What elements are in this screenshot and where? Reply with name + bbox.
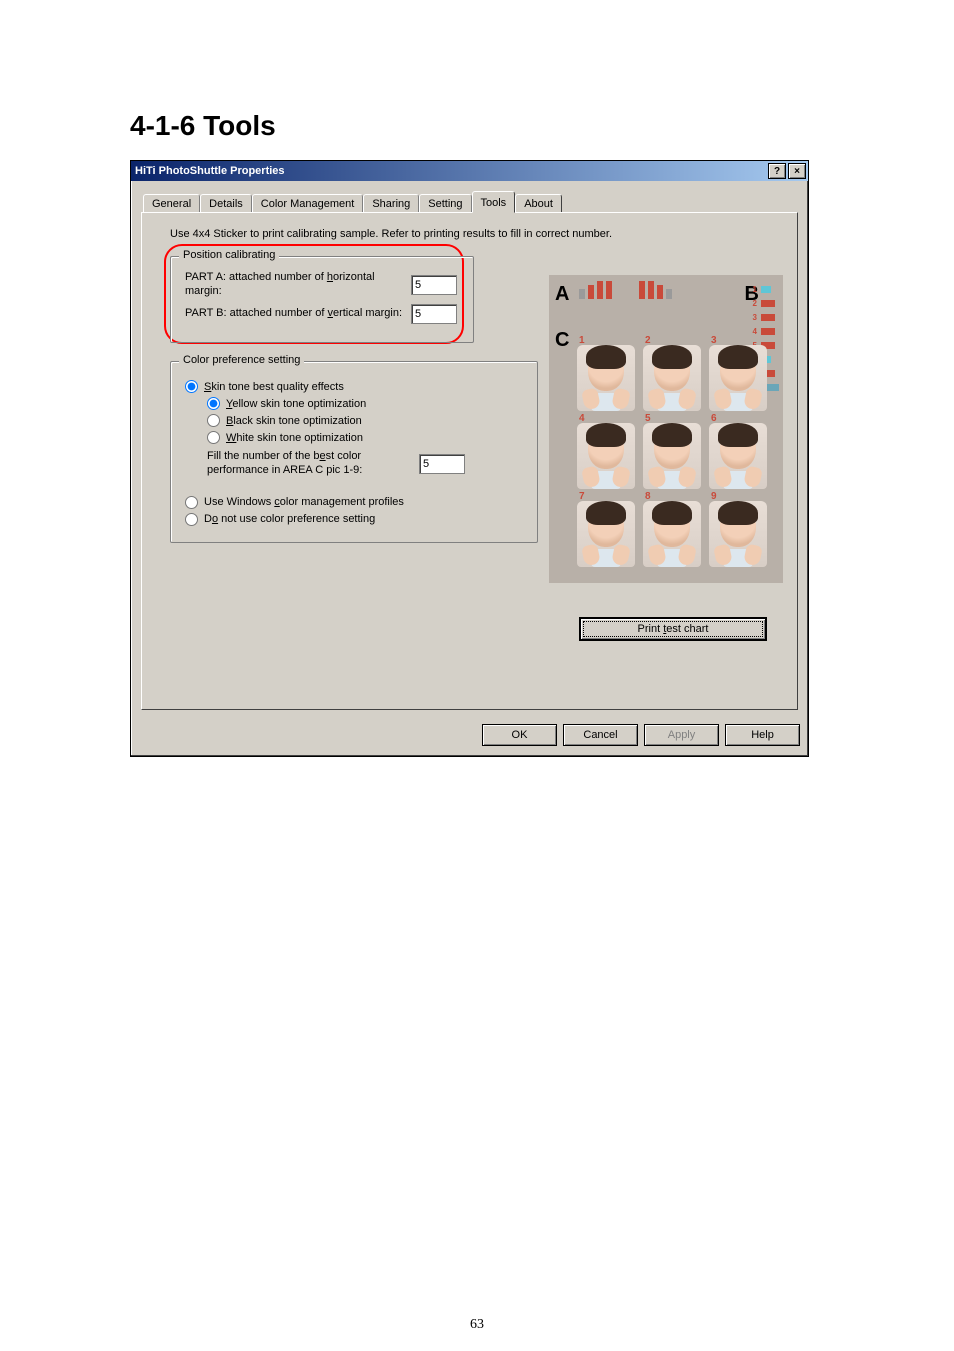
instruction-text: Use 4x4 Sticker to print calibrating sam… — [170, 227, 650, 242]
yellow-skin-label: Yellow skin tone optimization — [226, 398, 366, 410]
dialog-footer: OK Cancel Apply Help — [131, 718, 808, 756]
part-b-label: PART B: attached number of vertical marg… — [185, 307, 405, 321]
black-skin-radio[interactable] — [207, 414, 220, 427]
print-test-chart-button[interactable]: Print test chart — [579, 617, 767, 641]
properties-dialog: HiTi PhotoShuttle Properties ? × General… — [130, 160, 809, 757]
use-windows-cm-radio[interactable] — [185, 496, 198, 509]
help-icon[interactable]: ? — [768, 163, 786, 179]
tab-about[interactable]: About — [515, 194, 562, 213]
position-group-legend: Position calibrating — [179, 249, 279, 261]
skin-tone-radio[interactable] — [185, 380, 198, 393]
yellow-skin-radio[interactable] — [207, 397, 220, 410]
color-group-legend: Color preference setting — [179, 354, 304, 366]
tab-details[interactable]: Details — [200, 194, 252, 213]
close-icon[interactable]: × — [788, 163, 806, 179]
preview-bars-a1 — [579, 281, 612, 299]
titlebar: HiTi PhotoShuttle Properties ? × — [131, 161, 808, 181]
position-calibrating-group: Position calibrating PART A: attached nu… — [170, 256, 474, 344]
part-a-input[interactable] — [411, 275, 457, 295]
preview-label-c: C — [555, 329, 569, 352]
part-a-label: PART A: attached number of horizontal ma… — [185, 271, 405, 299]
white-skin-label: White skin tone optimization — [226, 432, 363, 444]
do-not-use-label: Do not use color preference setting — [204, 513, 375, 525]
preview-faces-grid: 1 2 3 4 5 6 7 8 9 — [577, 345, 767, 571]
tab-setting[interactable]: Setting — [419, 194, 471, 213]
calibration-preview: A B C — [549, 275, 783, 583]
skin-tone-label: Skin tone best quality effects — [204, 381, 344, 393]
preview-bars-a2 — [639, 281, 672, 299]
white-skin-radio[interactable] — [207, 431, 220, 444]
color-preference-group: Color preference setting Skin tone best … — [170, 361, 538, 543]
black-skin-label: Black skin tone optimization — [226, 415, 362, 427]
tab-tools[interactable]: Tools — [472, 191, 516, 213]
cancel-button[interactable]: Cancel — [563, 724, 638, 746]
apply-button: Apply — [644, 724, 719, 746]
area-c-input[interactable] — [419, 454, 465, 474]
tab-color-management[interactable]: Color Management — [252, 194, 364, 213]
tab-strip: General Details Color Management Sharing… — [143, 191, 798, 212]
page-number: 63 — [130, 1317, 824, 1333]
help-button[interactable]: Help — [725, 724, 800, 746]
ok-button[interactable]: OK — [482, 724, 557, 746]
part-b-input[interactable] — [411, 304, 457, 324]
area-c-label: Fill the number of the best color perfor… — [207, 450, 407, 478]
section-heading: 4-1-6 Tools — [130, 110, 824, 142]
use-windows-cm-label: Use Windows color management profiles — [204, 496, 404, 508]
do-not-use-radio[interactable] — [185, 513, 198, 526]
preview-label-a: A — [555, 283, 569, 306]
tab-general[interactable]: General — [143, 194, 200, 213]
tools-panel: Use 4x4 Sticker to print calibrating sam… — [141, 212, 798, 710]
tab-sharing[interactable]: Sharing — [363, 194, 419, 213]
window-title: HiTi PhotoShuttle Properties — [135, 165, 766, 177]
